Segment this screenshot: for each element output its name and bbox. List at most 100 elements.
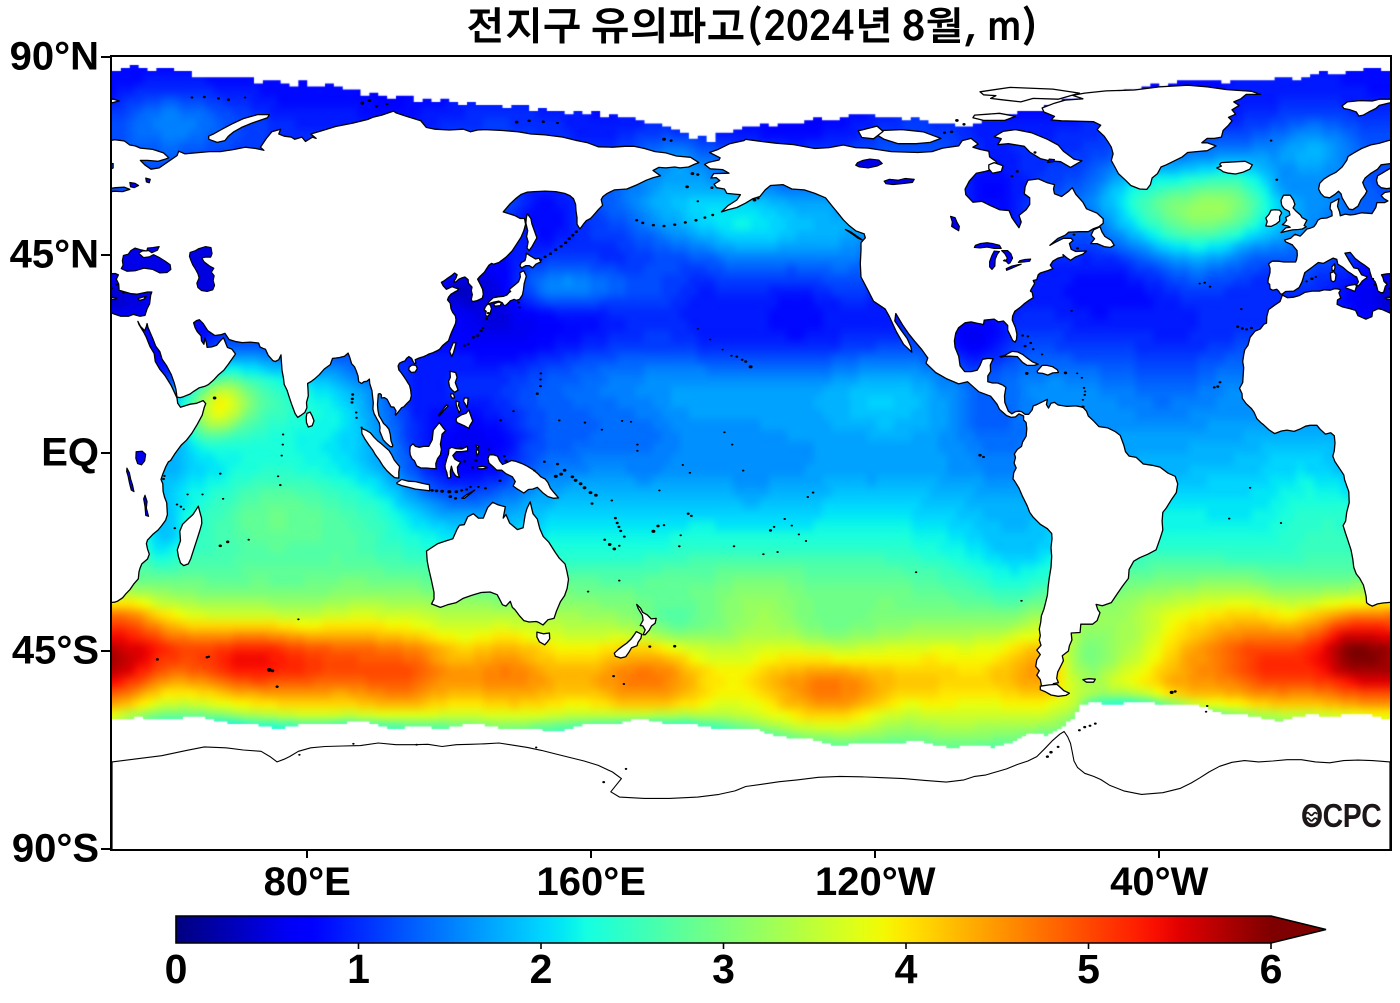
islet bbox=[1026, 335, 1030, 338]
islet bbox=[527, 119, 531, 123]
islet bbox=[744, 360, 748, 363]
islet bbox=[1250, 326, 1253, 330]
islet bbox=[279, 484, 282, 487]
islet bbox=[459, 446, 462, 449]
islet bbox=[533, 469, 536, 472]
islet bbox=[1310, 277, 1314, 281]
islet bbox=[703, 216, 707, 219]
islet bbox=[1029, 341, 1033, 345]
lake-malawi bbox=[143, 494, 150, 517]
islet bbox=[762, 553, 765, 556]
islet bbox=[768, 529, 773, 532]
lake-erie bbox=[1005, 263, 1022, 271]
islet bbox=[175, 503, 179, 506]
islet bbox=[481, 326, 485, 330]
islet bbox=[735, 355, 739, 358]
islet bbox=[783, 517, 786, 521]
islet bbox=[201, 493, 204, 496]
islet bbox=[374, 105, 379, 108]
islet bbox=[1371, 277, 1375, 280]
islet bbox=[182, 508, 185, 511]
islet bbox=[683, 221, 687, 224]
x-tick bbox=[874, 849, 877, 858]
islet bbox=[484, 487, 487, 490]
islet bbox=[790, 524, 793, 527]
islet bbox=[498, 479, 502, 482]
islet bbox=[554, 248, 558, 251]
land-ireland bbox=[1265, 209, 1283, 228]
land-shikoku bbox=[493, 301, 503, 307]
islet bbox=[1015, 170, 1019, 173]
islet bbox=[122, 291, 125, 294]
y-tick-label: 45°N bbox=[9, 232, 99, 277]
islet bbox=[806, 495, 810, 499]
islet bbox=[1373, 283, 1376, 286]
x-tick-label: 80°E bbox=[263, 860, 351, 904]
islet bbox=[1240, 327, 1244, 330]
islet bbox=[559, 472, 563, 476]
land-americas bbox=[703, 137, 1179, 691]
islet bbox=[679, 534, 682, 537]
land-victoria_i bbox=[876, 128, 942, 145]
islet bbox=[226, 540, 230, 544]
land-tierra bbox=[1039, 683, 1071, 697]
islet bbox=[1240, 308, 1243, 311]
ocpc-watermark: OCPC bbox=[1301, 797, 1382, 835]
islet bbox=[448, 495, 453, 499]
y-tick bbox=[101, 55, 110, 59]
islet bbox=[465, 488, 468, 491]
islet bbox=[730, 354, 733, 357]
islet bbox=[543, 255, 547, 259]
land-australia bbox=[425, 501, 570, 626]
islet bbox=[772, 525, 776, 528]
islet bbox=[658, 489, 661, 492]
islet bbox=[297, 618, 300, 621]
islet bbox=[776, 551, 779, 553]
islet bbox=[573, 478, 578, 482]
islet bbox=[1063, 371, 1068, 375]
islet bbox=[1173, 690, 1177, 693]
islet bbox=[471, 336, 475, 339]
islet bbox=[629, 420, 633, 423]
islet bbox=[460, 489, 464, 492]
islet bbox=[355, 416, 358, 419]
y-tick-label: 90°N bbox=[9, 34, 99, 79]
islet bbox=[756, 197, 760, 200]
islet bbox=[641, 221, 645, 225]
islet bbox=[690, 172, 695, 176]
islet bbox=[179, 505, 183, 508]
islet bbox=[1033, 151, 1037, 154]
lake-victoria bbox=[135, 450, 147, 466]
islet bbox=[685, 185, 689, 189]
map-plot-area: OCPC bbox=[110, 55, 1392, 851]
colorbar-tick-label: 3 bbox=[712, 946, 735, 992]
colorbar-extend-arrow bbox=[1271, 916, 1326, 943]
islet bbox=[982, 455, 985, 459]
islet bbox=[635, 219, 639, 222]
islet bbox=[1031, 348, 1035, 351]
islet bbox=[731, 443, 734, 446]
islet bbox=[463, 460, 466, 463]
islet bbox=[710, 186, 714, 189]
land-ceram bbox=[476, 465, 489, 470]
islet bbox=[615, 521, 619, 525]
islet bbox=[662, 137, 666, 141]
land-newguinea bbox=[487, 454, 560, 499]
islet bbox=[721, 348, 724, 351]
islet bbox=[514, 120, 519, 124]
islet bbox=[350, 401, 354, 404]
islet bbox=[594, 493, 598, 497]
land-banks bbox=[857, 125, 884, 140]
islet bbox=[622, 682, 626, 686]
islet bbox=[484, 317, 489, 321]
islet bbox=[742, 469, 745, 472]
land-ellesmere bbox=[979, 86, 1081, 103]
islet bbox=[636, 449, 639, 452]
land-madagascar bbox=[176, 505, 203, 567]
islet bbox=[415, 743, 418, 746]
islet bbox=[512, 410, 515, 413]
islet bbox=[949, 130, 954, 134]
islet bbox=[1081, 398, 1085, 401]
islet bbox=[570, 475, 575, 479]
lake-caspian bbox=[188, 246, 216, 293]
